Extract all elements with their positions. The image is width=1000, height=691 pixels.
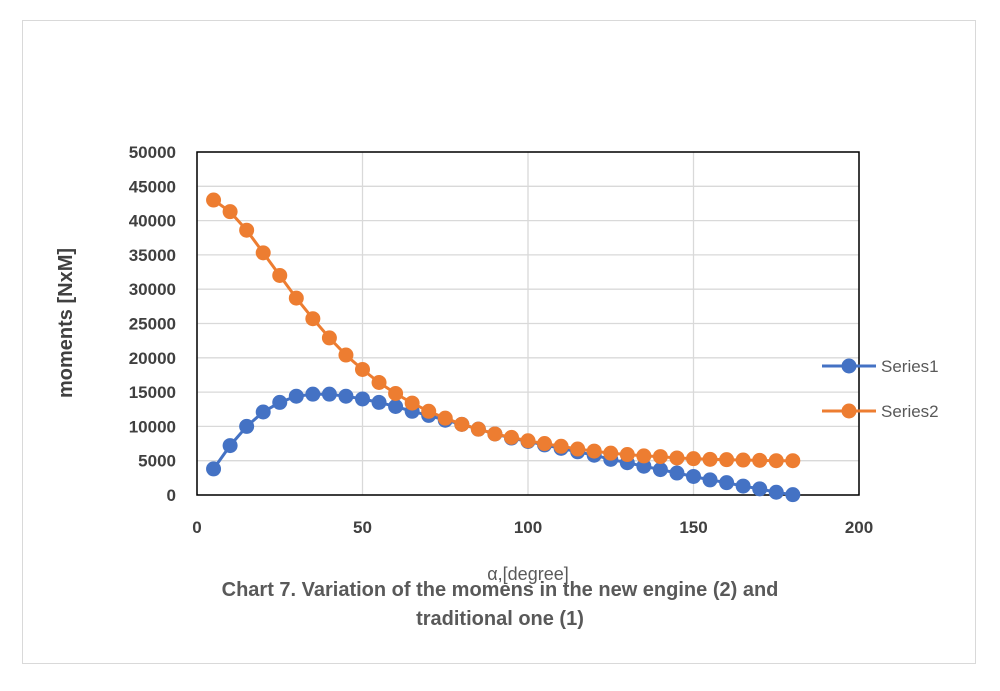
series-series1 — [206, 386, 801, 503]
data-point-series2 — [603, 445, 619, 461]
y-tick-label: 25000 — [129, 315, 176, 334]
data-point-series2 — [586, 443, 602, 459]
x-tick-label: 50 — [353, 518, 372, 537]
data-point-series1 — [355, 391, 370, 407]
y-tick-label: 50000 — [129, 143, 176, 162]
data-point-series1 — [388, 399, 404, 415]
data-point-series1 — [288, 388, 304, 404]
data-point-series2 — [338, 347, 354, 363]
data-point-series2 — [206, 192, 222, 208]
data-point-series2 — [702, 451, 718, 467]
data-point-series1 — [652, 462, 668, 478]
data-point-series2 — [719, 452, 735, 468]
x-axis-title: α,[degree] — [487, 564, 568, 584]
legend-label: Series2 — [881, 402, 939, 421]
data-point-series2 — [735, 452, 751, 468]
data-point-series1 — [785, 487, 801, 503]
data-point-series2 — [636, 448, 652, 464]
data-point-series2 — [255, 245, 271, 261]
x-tick-label: 0 — [192, 518, 201, 537]
legend-marker — [841, 358, 857, 374]
y-tick-label: 10000 — [129, 417, 176, 436]
data-point-series2 — [520, 433, 536, 449]
series-layer — [206, 192, 801, 503]
y-tick-label: 5000 — [138, 452, 176, 471]
data-point-series2 — [785, 453, 801, 469]
data-point-series1 — [686, 468, 701, 484]
data-point-series2 — [487, 426, 503, 442]
data-point-series2 — [222, 204, 238, 220]
data-point-series2 — [768, 453, 784, 469]
data-point-series2 — [752, 452, 768, 468]
data-point-series1 — [371, 394, 387, 410]
y-tick-label: 20000 — [129, 349, 176, 368]
data-point-series1 — [735, 478, 751, 494]
series-line-series2 — [212, 198, 793, 463]
data-point-series2 — [321, 330, 337, 346]
legend-item-series1: Series1 — [822, 357, 939, 376]
data-point-series1 — [702, 472, 718, 488]
data-point-series2 — [388, 385, 404, 401]
y-tick-label: 30000 — [129, 280, 176, 299]
y-tick-label: 15000 — [129, 383, 176, 402]
data-point-series2 — [570, 441, 586, 457]
data-point-series2 — [272, 267, 288, 283]
data-point-series2 — [421, 403, 437, 419]
data-point-series1 — [636, 458, 652, 474]
data-point-series2 — [686, 451, 701, 467]
data-point-series1 — [768, 484, 784, 500]
data-point-series2 — [355, 361, 370, 377]
data-point-series2 — [371, 374, 387, 390]
x-tick-label: 100 — [514, 518, 542, 537]
x-tick-label: 150 — [679, 518, 707, 537]
data-point-series1 — [305, 386, 321, 402]
legend-marker — [841, 403, 857, 419]
series-series2 — [206, 192, 801, 469]
legend-item-series2: Series2 — [822, 402, 939, 421]
y-tick-label: 0 — [167, 486, 176, 505]
data-point-series2 — [553, 438, 569, 454]
y-tick-label: 40000 — [129, 212, 176, 231]
data-point-series2 — [470, 421, 486, 437]
x-tick-label: 200 — [845, 518, 873, 537]
data-point-series1 — [338, 388, 354, 404]
data-point-series2 — [305, 311, 321, 327]
data-point-series2 — [288, 290, 304, 306]
data-point-series1 — [206, 461, 222, 477]
data-point-series2 — [437, 410, 453, 426]
y-axis-title: moments [NxM] — [55, 248, 77, 398]
data-point-series1 — [255, 404, 271, 420]
data-point-series1 — [669, 465, 685, 481]
y-tick-label: 45000 — [129, 177, 176, 196]
data-point-series2 — [239, 222, 255, 238]
y-tick-label: 35000 — [129, 246, 176, 265]
data-point-series1 — [752, 481, 768, 497]
data-point-series1 — [321, 386, 337, 402]
data-point-series2 — [537, 436, 553, 452]
caption-line-1: Chart 7. Variation of the momens in the … — [221, 579, 779, 601]
data-point-series2 — [404, 395, 420, 411]
caption-line-2: traditional one (1) — [416, 608, 584, 630]
data-point-series2 — [669, 450, 685, 466]
legend: Series1 Series2 — [822, 357, 939, 421]
data-point-series2 — [454, 416, 470, 432]
plot-area — [196, 151, 860, 496]
data-point-series1 — [222, 438, 238, 454]
data-point-series2 — [503, 429, 519, 445]
data-point-series2 — [652, 449, 668, 465]
data-point-series1 — [272, 394, 288, 410]
data-point-series2 — [619, 447, 635, 463]
axis-ticks: 0 5000 10000 15000 20000 25000 30000 35000 40000… — [129, 143, 873, 537]
legend-label: Series1 — [881, 357, 939, 376]
data-point-series1 — [239, 418, 255, 434]
chart-frame — [22, 20, 976, 664]
chart-caption: Chart 7. Variation of the momens in the … — [0, 576, 1000, 634]
data-point-series1 — [719, 475, 735, 491]
